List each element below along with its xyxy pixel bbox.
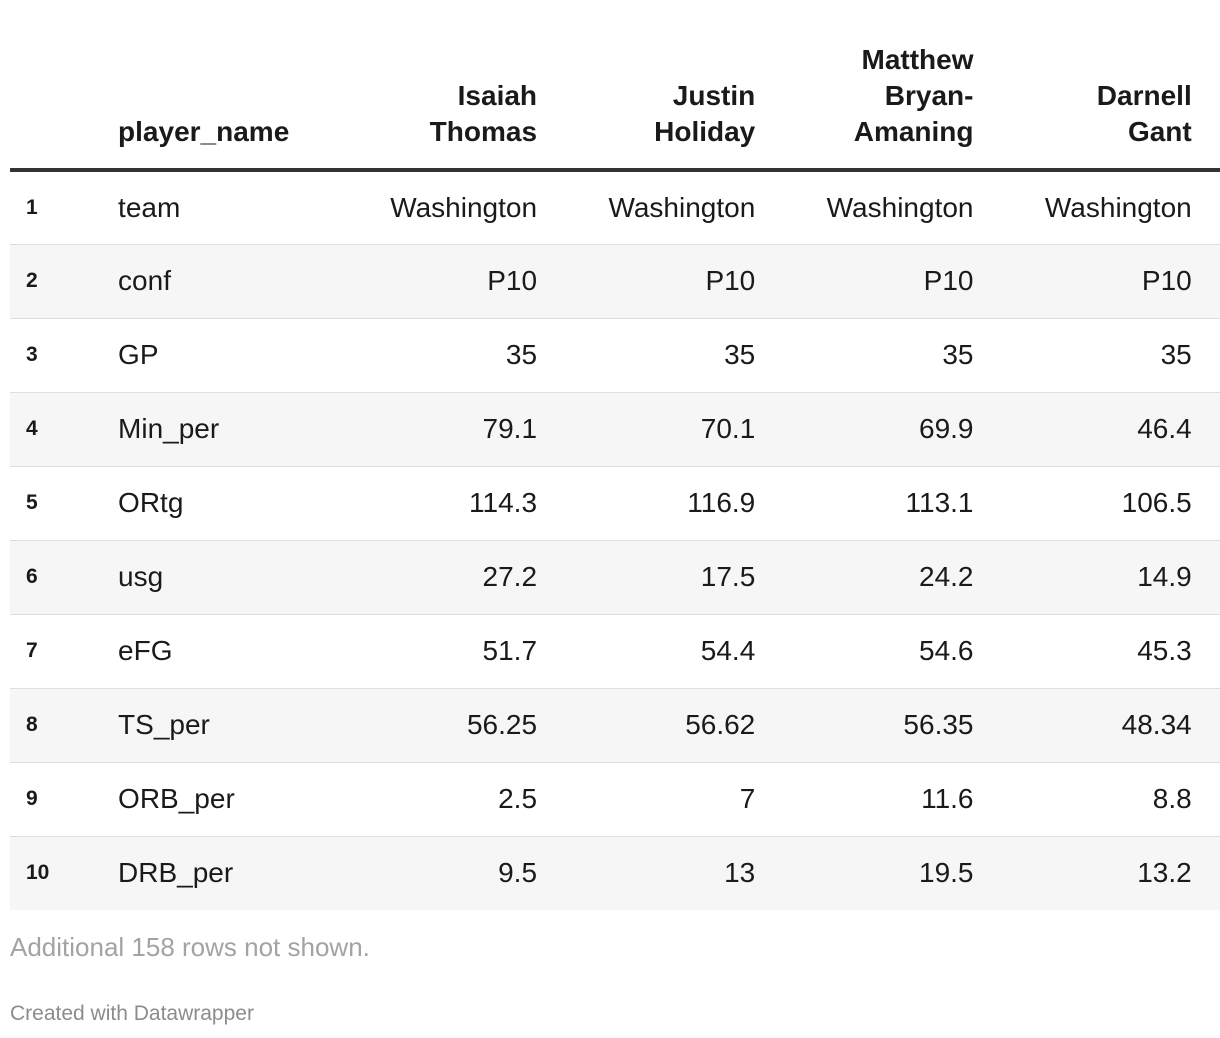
table-cell: 35 <box>318 318 538 393</box>
table-cell: 17.5 <box>537 540 756 615</box>
table-row: 7 eFG 51.7 54.4 54.6 45.3 <box>10 614 1220 689</box>
table-cell: 2.5 <box>318 762 538 837</box>
table-cell <box>1191 540 1220 615</box>
header-player-5[interactable] <box>1191 0 1220 172</box>
header-player-4-label: Darnell Gant <box>1096 80 1192 147</box>
table-row: 4 Min_per 79.1 70.1 69.9 46.4 <box>10 392 1220 467</box>
table-row: 3 GP 35 35 35 35 <box>10 318 1220 393</box>
table-cell: 8.8 <box>973 762 1192 837</box>
table-cell <box>1191 762 1220 837</box>
row-index: 4 <box>10 392 83 467</box>
table-cell: Washington <box>973 170 1192 245</box>
row-label: eFG <box>82 614 319 689</box>
table-cell: 54.6 <box>755 614 974 689</box>
row-label: conf <box>82 244 319 319</box>
table-cell: 35 <box>973 318 1192 393</box>
table-cell: 116.9 <box>537 466 756 541</box>
header-player-2[interactable]: Justin Holiday <box>537 0 756 172</box>
row-index: 5 <box>10 466 83 541</box>
table-cell <box>1191 614 1220 689</box>
header-index-cell <box>10 0 83 172</box>
header-player-4[interactable]: Darnell Gant <box>973 0 1192 172</box>
header-player-3[interactable]: Matthew Bryan-Amaning <box>755 0 974 172</box>
table-cell <box>1191 244 1220 319</box>
table-row: 5 ORtg 114.3 116.9 113.1 106.5 <box>10 466 1220 541</box>
table-cell: 70.1 <box>537 392 756 467</box>
row-label: TS_per <box>82 688 319 763</box>
row-index: 1 <box>10 170 83 245</box>
header-player-2-label: Justin Holiday <box>654 80 756 147</box>
data-table-container: player_name Isaiah Thomas Justin Holiday… <box>10 0 1220 912</box>
table-cell: 27.2 <box>318 540 538 615</box>
table-row: 9 ORB_per 2.5 7 11.6 8.8 <box>10 762 1220 837</box>
table-cell: 51.7 <box>318 614 538 689</box>
row-index: 2 <box>10 244 83 319</box>
table-header-row: player_name Isaiah Thomas Justin Holiday… <box>10 0 1220 172</box>
row-index: 8 <box>10 688 83 763</box>
row-index: 9 <box>10 762 83 837</box>
table-cell: 69.9 <box>755 392 974 467</box>
table-cell: Washington <box>755 170 974 245</box>
header-player-3-label: Matthew Bryan-Amaning <box>853 44 974 147</box>
header-player-1[interactable]: Isaiah Thomas <box>318 0 538 172</box>
table-cell: Washington <box>318 170 538 245</box>
table-cell: 35 <box>537 318 756 393</box>
row-index: 7 <box>10 614 83 689</box>
table-cell: 113.1 <box>755 466 974 541</box>
row-label: ORtg <box>82 466 319 541</box>
table-cell: 56.62 <box>537 688 756 763</box>
table-row: 8 TS_per 56.25 56.62 56.35 48.34 <box>10 688 1220 763</box>
table-cell: Washington <box>537 170 756 245</box>
table-row: 2 conf P10 P10 P10 P10 <box>10 244 1220 319</box>
header-player-1-label: Isaiah Thomas <box>429 80 538 147</box>
row-index: 6 <box>10 540 83 615</box>
table-cell: W <box>1191 170 1220 245</box>
table-cell: 13.2 <box>1137 857 1192 889</box>
table-cell: 54.4 <box>537 614 756 689</box>
table-cell: 45.3 <box>973 614 1192 689</box>
table-cell <box>1191 318 1220 393</box>
table-cell: P10 <box>755 244 974 319</box>
table-cell: 9.5 <box>498 857 538 889</box>
credit-line: Created with Datawrapper <box>10 1002 254 1025</box>
row-label: GP <box>82 318 319 393</box>
table-cell: 106.5 <box>973 466 1192 541</box>
table-cell: P10 <box>973 244 1192 319</box>
table-cell <box>1191 688 1220 763</box>
table-row: 6 usg 27.2 17.5 24.2 14.9 <box>10 540 1220 615</box>
row-label: Min_per <box>82 392 319 467</box>
table-notes: Additional 158 rows not shown. <box>10 932 370 962</box>
table-cell: P10 <box>318 244 538 319</box>
table-cell: 7 <box>537 762 756 837</box>
table-cell <box>1191 466 1220 541</box>
table-cell: 13 <box>724 857 756 889</box>
table-cell: 46.4 <box>973 392 1192 467</box>
table-cell: 48.34 <box>973 688 1192 763</box>
table-cell: 14.9 <box>973 540 1192 615</box>
table-cell: 79.1 <box>318 392 538 467</box>
table-cell: 114.3 <box>318 466 538 541</box>
table-cell: 11.6 <box>755 762 974 837</box>
table-cell: 56.35 <box>755 688 974 763</box>
table-cell: 19.5 <box>919 857 974 889</box>
table-cell <box>1191 392 1220 467</box>
table-cell: 56.25 <box>318 688 538 763</box>
table-row: 1 team Washington Washington Washington Washi… <box>10 170 1220 245</box>
row-index: 10 <box>26 861 50 885</box>
row-label: DRB_per <box>118 857 234 889</box>
table-cell: 24.2 <box>755 540 974 615</box>
table-cell <box>1192 836 1220 910</box>
row-index: 3 <box>10 318 83 393</box>
data-table: player_name Isaiah Thomas Justin Holiday… <box>10 0 1220 910</box>
header-player-name[interactable]: player_name <box>82 0 319 172</box>
table-cell: P10 <box>537 244 756 319</box>
table-cell: 35 <box>755 318 974 393</box>
table-row: 10 DRB_per 9.5 13 19.5 13.2 <box>10 836 1220 910</box>
table-body: 1 team Washington Washington Washington Washi… <box>10 170 1220 910</box>
row-label: usg <box>82 540 319 615</box>
row-label: team <box>82 170 319 245</box>
row-label: ORB_per <box>82 762 319 837</box>
